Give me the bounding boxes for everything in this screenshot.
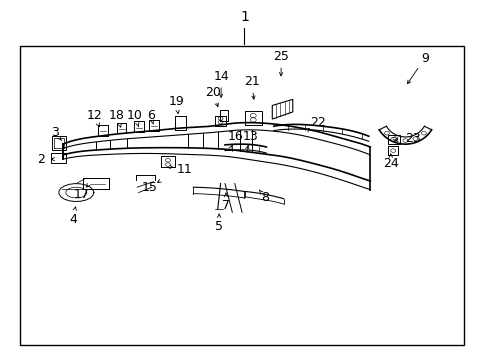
Text: 17: 17 — [73, 188, 89, 201]
Text: 23: 23 — [404, 132, 420, 145]
Text: 21: 21 — [244, 75, 259, 88]
Text: 15: 15 — [141, 181, 157, 194]
Text: 12: 12 — [86, 109, 102, 122]
Text: 4: 4 — [69, 213, 77, 226]
Text: 7: 7 — [222, 199, 229, 212]
Text: 24: 24 — [382, 157, 398, 170]
Text: 16: 16 — [227, 130, 243, 144]
Text: 19: 19 — [168, 95, 184, 108]
Text: 6: 6 — [146, 109, 155, 122]
Text: 1: 1 — [240, 10, 248, 24]
Text: 14: 14 — [213, 69, 228, 82]
Text: 8: 8 — [261, 192, 269, 204]
Text: 10: 10 — [126, 109, 142, 122]
Text: 25: 25 — [273, 50, 288, 63]
Text: 5: 5 — [215, 220, 223, 233]
Text: 13: 13 — [242, 130, 258, 144]
Text: 2: 2 — [37, 153, 44, 166]
Text: 9: 9 — [420, 51, 428, 64]
Text: 20: 20 — [204, 86, 220, 99]
Bar — [20, 45, 463, 345]
Text: 18: 18 — [108, 109, 124, 122]
Text: 11: 11 — [177, 163, 192, 176]
Text: 22: 22 — [309, 116, 325, 129]
Text: 3: 3 — [51, 126, 59, 139]
